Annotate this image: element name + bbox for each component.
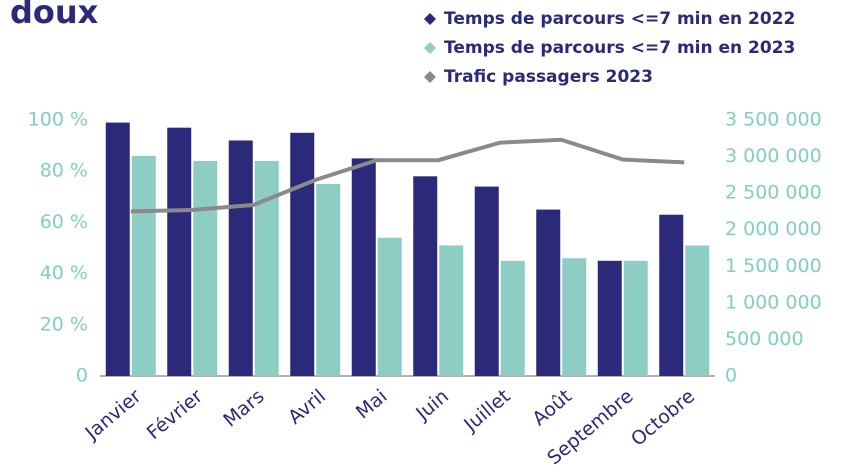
bar	[105, 122, 130, 376]
bar	[562, 258, 587, 376]
bar	[131, 155, 156, 376]
y-tick-label: 60 %	[40, 211, 88, 233]
line	[130, 137, 685, 214]
x-tick-label: Mai	[352, 385, 392, 423]
x-tick-label: Janvier	[81, 385, 146, 445]
bar	[439, 245, 464, 376]
x-tick-label: Février	[143, 385, 207, 444]
bar	[685, 245, 710, 376]
legend-label: Temps de parcours <=7 min en 2023	[444, 38, 795, 58]
y2-tick-label: 1 000 000	[725, 291, 822, 313]
y2-tick-label: 0	[725, 365, 737, 387]
legend-label: Temps de parcours <=7 min en 2022	[444, 9, 795, 29]
x-tick-label: Juin	[411, 385, 453, 425]
x-tick-label: Juillet	[459, 385, 514, 436]
y-tick-label: 20 %	[40, 313, 88, 335]
y2-tick-label: 3 500 000	[725, 109, 822, 131]
bar	[228, 140, 253, 376]
legend-label: Trafic passagers 2023	[444, 67, 653, 87]
bar	[659, 214, 684, 376]
x-tick-label: Mars	[219, 385, 268, 431]
bar	[413, 176, 438, 376]
bar	[500, 260, 525, 376]
bar	[623, 260, 648, 376]
chart-title: doux	[10, 0, 99, 31]
y2-tick-label: 500 000	[725, 328, 804, 350]
legend-marker	[424, 13, 436, 25]
y-tick-label: 100 %	[28, 109, 88, 131]
legend-marker	[424, 42, 436, 54]
bar	[474, 186, 499, 376]
x-tick-label: Août	[528, 385, 576, 430]
y2-tick-label: 2 500 000	[725, 182, 822, 204]
bar	[316, 184, 341, 376]
y-tick-label: 40 %	[40, 262, 88, 284]
bar	[597, 260, 622, 376]
bar	[193, 160, 218, 376]
x-tick-label: Avril	[284, 385, 330, 429]
y2-tick-label: 1 500 000	[725, 255, 822, 277]
y2-tick-label: 2 000 000	[725, 218, 822, 240]
bar	[254, 160, 279, 376]
x-tick-label: Octobre	[627, 385, 699, 450]
bar	[351, 158, 376, 376]
bar	[536, 209, 561, 376]
bar	[167, 127, 192, 377]
y-tick-label: 0	[76, 365, 88, 387]
y2-tick-label: 3 000 000	[725, 145, 822, 167]
legend-marker	[424, 71, 436, 83]
bar	[377, 237, 402, 376]
bar	[290, 132, 315, 376]
y-tick-label: 80 %	[40, 160, 88, 182]
